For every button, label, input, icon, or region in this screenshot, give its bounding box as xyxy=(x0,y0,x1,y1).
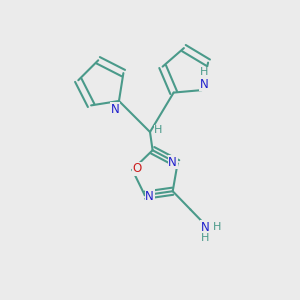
Text: O: O xyxy=(133,162,142,175)
Text: N: N xyxy=(200,78,208,91)
Text: N: N xyxy=(201,221,210,234)
Text: N: N xyxy=(111,103,120,116)
Text: H: H xyxy=(212,222,221,232)
Text: H: H xyxy=(200,67,208,77)
Text: H: H xyxy=(201,233,209,243)
Text: N: N xyxy=(168,156,177,169)
Text: H: H xyxy=(154,125,163,136)
Text: N: N xyxy=(145,190,154,203)
